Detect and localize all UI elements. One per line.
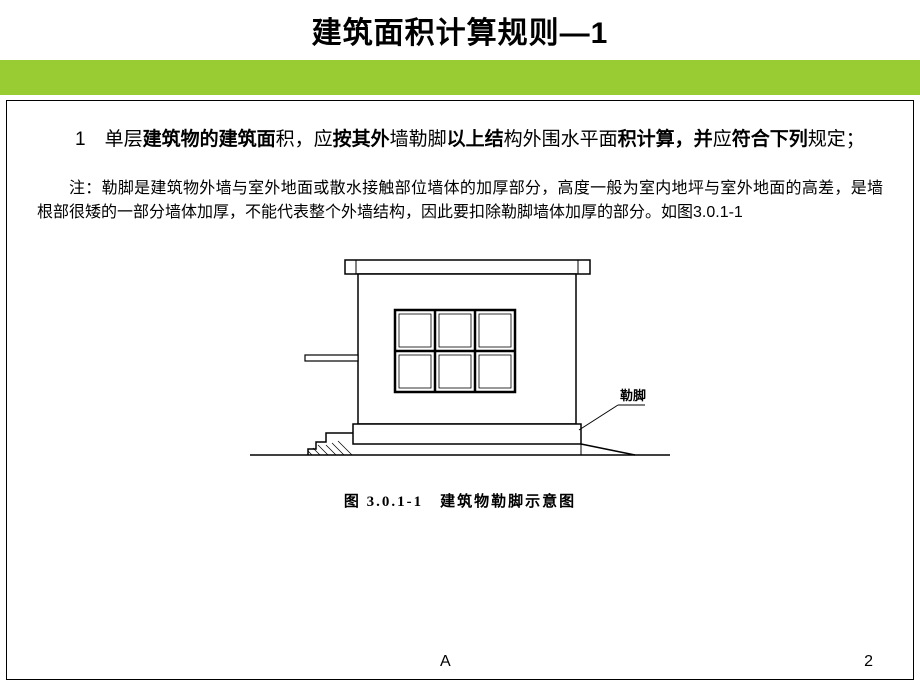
building-diagram: 勒脚: [250, 255, 670, 475]
text-b4: 积计算，并: [618, 129, 713, 150]
page-title: 建筑面积计算规则—1: [312, 8, 609, 52]
title-green-bar: [0, 60, 920, 95]
page-number: 2: [864, 653, 873, 671]
footer-letter: A: [440, 653, 451, 671]
text-m3: 构外围水平面: [504, 129, 618, 150]
text-b3: 以上结: [447, 129, 504, 150]
text-m1: 积，应: [276, 129, 333, 150]
lejiao-label: 勒脚: [620, 388, 646, 403]
text-b1: 建筑物的建筑面: [143, 129, 276, 150]
text-m2: 墙勒脚: [390, 129, 447, 150]
note-paragraph: 注：勒脚是建筑物外墙与室外地面或散水接触部位墙体的加厚部分，高度一般为室内地坪与…: [37, 177, 883, 225]
text-tail: 应: [713, 129, 732, 150]
figure-caption: 图 3.0.1-1 建筑物勒脚示意图: [344, 490, 576, 511]
text-end: 规定；: [808, 129, 865, 150]
title-white-bg: 建筑面积计算规则—1: [0, 0, 920, 60]
text-b2: 按其外: [333, 129, 390, 150]
text-b5: 符合下列: [732, 129, 808, 150]
text-prefix: 1 单层: [37, 129, 143, 150]
content-frame: 1 单层建筑物的建筑面积，应按其外墙勒脚以上结构外围水平面积计算，并应符合下列规…: [6, 100, 914, 680]
main-paragraph: 1 单层建筑物的建筑面积，应按其外墙勒脚以上结构外围水平面积计算，并应符合下列规…: [37, 126, 883, 155]
diagram-wrap: 勒脚 图 3.0.1-1 建筑物勒脚示意图: [37, 255, 883, 511]
